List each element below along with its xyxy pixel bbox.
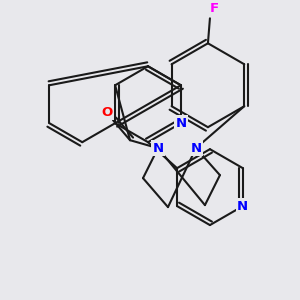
Text: N: N (190, 142, 202, 155)
Text: F: F (209, 2, 218, 15)
Text: N: N (152, 142, 164, 155)
Text: N: N (175, 117, 186, 130)
Text: N: N (237, 200, 248, 213)
Text: O: O (101, 106, 113, 119)
